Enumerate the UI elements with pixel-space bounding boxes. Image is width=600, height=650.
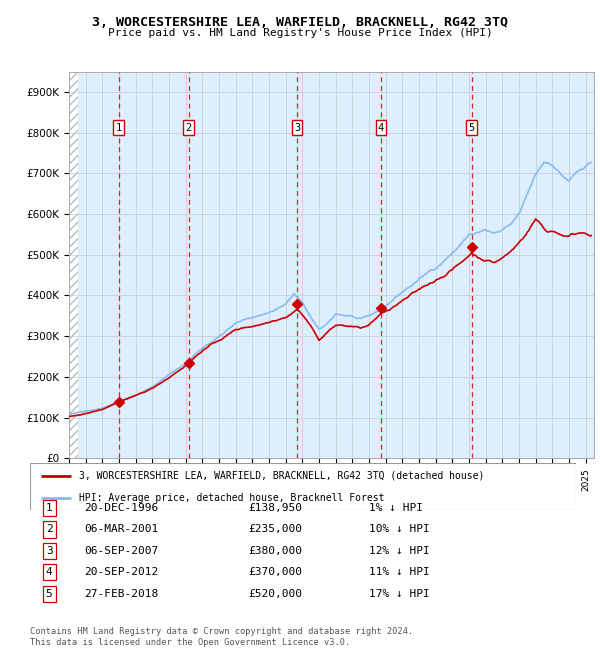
Text: 17% ↓ HPI: 17% ↓ HPI <box>368 589 429 599</box>
Text: £138,950: £138,950 <box>248 503 302 513</box>
FancyBboxPatch shape <box>30 463 576 510</box>
Text: £370,000: £370,000 <box>248 567 302 577</box>
Text: 3: 3 <box>294 123 300 133</box>
Text: £380,000: £380,000 <box>248 546 302 556</box>
Text: 12% ↓ HPI: 12% ↓ HPI <box>368 546 429 556</box>
Text: 3: 3 <box>46 546 52 556</box>
Text: 2: 2 <box>46 525 52 534</box>
Text: 27-FEB-2018: 27-FEB-2018 <box>85 589 159 599</box>
Text: 4: 4 <box>378 123 384 133</box>
Text: £520,000: £520,000 <box>248 589 302 599</box>
Text: 2: 2 <box>185 123 192 133</box>
Text: 20-DEC-1996: 20-DEC-1996 <box>85 503 159 513</box>
Text: 1: 1 <box>46 503 52 513</box>
Text: 4: 4 <box>46 567 52 577</box>
Text: £235,000: £235,000 <box>248 525 302 534</box>
Text: HPI: Average price, detached house, Bracknell Forest: HPI: Average price, detached house, Brac… <box>79 493 385 503</box>
Text: 3, WORCESTERSHIRE LEA, WARFIELD, BRACKNELL, RG42 3TQ (detached house): 3, WORCESTERSHIRE LEA, WARFIELD, BRACKNE… <box>79 471 485 480</box>
Text: 11% ↓ HPI: 11% ↓ HPI <box>368 567 429 577</box>
Text: 06-MAR-2001: 06-MAR-2001 <box>85 525 159 534</box>
Text: 1: 1 <box>115 123 122 133</box>
Text: 20-SEP-2012: 20-SEP-2012 <box>85 567 159 577</box>
Text: 5: 5 <box>469 123 475 133</box>
Text: 1% ↓ HPI: 1% ↓ HPI <box>368 503 422 513</box>
Text: 10% ↓ HPI: 10% ↓ HPI <box>368 525 429 534</box>
Bar <box>69 72 78 458</box>
Text: 3, WORCESTERSHIRE LEA, WARFIELD, BRACKNELL, RG42 3TQ: 3, WORCESTERSHIRE LEA, WARFIELD, BRACKNE… <box>92 16 508 29</box>
Text: 5: 5 <box>46 589 52 599</box>
Text: Contains HM Land Registry data © Crown copyright and database right 2024.
This d: Contains HM Land Registry data © Crown c… <box>30 627 413 647</box>
Text: Price paid vs. HM Land Registry's House Price Index (HPI): Price paid vs. HM Land Registry's House … <box>107 28 493 38</box>
Text: 06-SEP-2007: 06-SEP-2007 <box>85 546 159 556</box>
